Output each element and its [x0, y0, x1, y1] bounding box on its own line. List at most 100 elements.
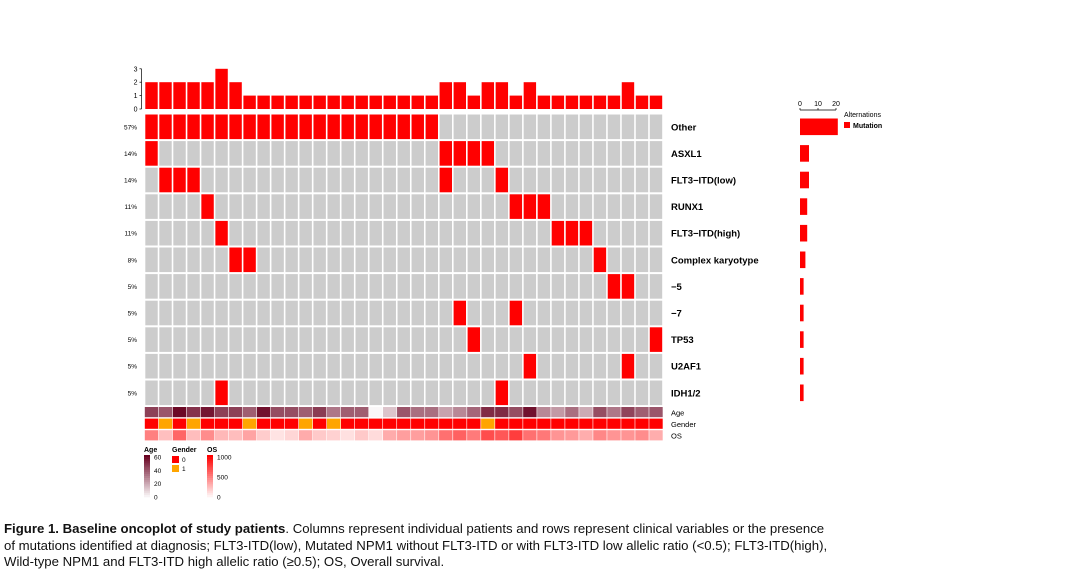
background-cell — [565, 114, 579, 140]
background-cell — [355, 380, 368, 406]
background-cell — [257, 353, 270, 379]
background-cell — [369, 274, 382, 299]
top-bar — [593, 95, 607, 109]
mutation-cell — [257, 114, 270, 140]
track-cell — [172, 418, 187, 429]
track-cell — [523, 407, 537, 418]
track-cell — [270, 418, 285, 429]
top-bar — [607, 95, 621, 109]
background-cell — [229, 353, 242, 379]
background-cell — [481, 167, 495, 193]
background-cell — [523, 141, 537, 166]
background-cell — [621, 167, 635, 193]
background-cell — [551, 380, 565, 406]
track-cell — [551, 418, 565, 429]
background-cell — [341, 247, 354, 273]
background-cell — [271, 380, 284, 406]
track-cell — [565, 430, 579, 441]
gene-label: RUNX1 — [671, 202, 704, 213]
background-cell — [313, 220, 326, 246]
background-cell — [355, 353, 368, 379]
mutation-cell — [327, 114, 340, 140]
background-cell — [369, 141, 382, 166]
background-cell — [299, 353, 312, 379]
background-cell — [579, 247, 593, 273]
background-cell — [593, 167, 607, 193]
mutation-cell — [187, 114, 200, 140]
track-cell — [607, 407, 621, 418]
background-cell — [229, 380, 242, 406]
top-bar — [369, 95, 382, 109]
background-cell — [425, 300, 438, 326]
track-cell — [242, 418, 257, 429]
track-label: Gender — [671, 420, 697, 429]
age-gradient-step — [144, 465, 150, 468]
background-cell — [187, 220, 200, 246]
track-cell — [551, 430, 565, 441]
background-cell — [215, 274, 228, 299]
background-cell — [537, 380, 551, 406]
background-cell — [257, 220, 270, 246]
gene-label: U2AF1 — [671, 362, 702, 373]
background-cell — [299, 194, 312, 219]
background-cell — [551, 141, 565, 166]
gender-legend-swatch — [172, 456, 179, 463]
mutation-cell — [159, 167, 172, 193]
background-cell — [579, 167, 593, 193]
top-bar — [159, 82, 172, 109]
track-cell — [284, 407, 299, 418]
mutation-cell — [369, 114, 382, 140]
background-cell — [313, 141, 326, 166]
background-cell — [271, 353, 284, 379]
mutation-cell — [621, 353, 635, 379]
background-cell — [355, 194, 368, 219]
background-cell — [411, 247, 424, 273]
track-cell — [635, 418, 649, 429]
track-cell — [298, 430, 313, 441]
top-bar — [439, 82, 452, 109]
mutation-cell — [159, 114, 172, 140]
gender-legend-title: Gender — [172, 447, 197, 454]
background-cell — [187, 327, 200, 352]
background-cell — [201, 220, 214, 246]
background-cell — [411, 274, 424, 299]
background-cell — [187, 353, 200, 379]
background-cell — [565, 300, 579, 326]
track-cell — [593, 418, 607, 429]
background-cell — [467, 353, 481, 379]
age-legend-title: Age — [144, 447, 157, 454]
track-cell — [326, 430, 341, 441]
background-cell — [565, 274, 579, 299]
background-cell — [397, 327, 410, 352]
mutation-cell — [145, 114, 158, 140]
background-cell — [453, 247, 467, 273]
background-cell — [635, 353, 649, 379]
background-cell — [257, 327, 270, 352]
os-gradient-step — [207, 482, 213, 485]
top-bar — [257, 95, 270, 109]
track-cell — [453, 430, 467, 441]
background-cell — [593, 194, 607, 219]
background-cell — [593, 141, 607, 166]
background-cell — [649, 274, 663, 299]
track-label: OS — [671, 432, 682, 441]
background-cell — [173, 380, 186, 406]
background-cell — [327, 141, 340, 166]
top-bar — [621, 82, 635, 109]
background-cell — [635, 300, 649, 326]
background-cell — [299, 327, 312, 352]
mutation-cell — [481, 141, 495, 166]
background-cell — [621, 220, 635, 246]
track-cell — [565, 418, 579, 429]
right-bar-tick-label: 10 — [814, 101, 822, 108]
background-cell — [201, 167, 214, 193]
background-cell — [425, 194, 438, 219]
background-cell — [229, 327, 242, 352]
top-bar-tick-label: 2 — [134, 80, 138, 87]
track-cell — [607, 418, 621, 429]
background-cell — [383, 141, 396, 166]
gene-label: FLT3−ITD(low) — [671, 176, 736, 187]
background-cell — [649, 353, 663, 379]
mutation-cell — [523, 194, 537, 219]
background-cell — [201, 380, 214, 406]
